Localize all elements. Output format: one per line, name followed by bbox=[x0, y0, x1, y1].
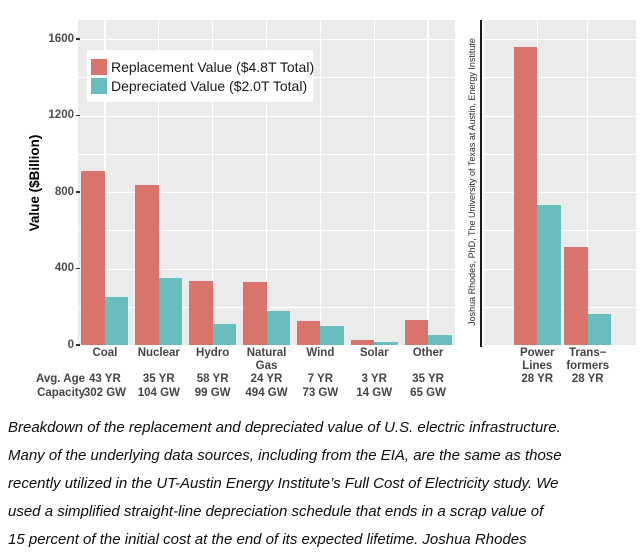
delivery-panel bbox=[484, 20, 636, 347]
vertical-gridline bbox=[587, 20, 589, 346]
depreciated-bar-other bbox=[428, 335, 452, 345]
capacity-value-nuclear: 104 GW bbox=[137, 387, 180, 399]
vertical-gridline bbox=[158, 20, 160, 346]
avg-age-value-solar: 3 YR bbox=[361, 373, 387, 385]
capacity-value-coal: 302 GW bbox=[83, 387, 127, 399]
avg-age-row-header: Avg. Age bbox=[36, 373, 85, 385]
caption-line: recently utilized in the UT-Austin Energ… bbox=[8, 475, 559, 492]
category-label-power-lines-28yr: Lines bbox=[522, 360, 553, 372]
depreciated-bar-hydro bbox=[212, 323, 237, 345]
depreciated-bar-natural-gas bbox=[266, 310, 290, 345]
capacity-value-natural-gas: 494 GW bbox=[245, 387, 288, 399]
caption-line: used a simplified straight-line deprecia… bbox=[8, 503, 544, 520]
legend-row-depreciated: Depreciated Value ($2.0T Total) bbox=[91, 77, 313, 94]
vertical-gridline bbox=[265, 20, 268, 346]
replacement-swatch-icon bbox=[91, 58, 107, 75]
replacement-bar-coal bbox=[81, 170, 105, 345]
depreciated-bar-coal bbox=[104, 297, 129, 345]
category-label-trans-formers-28yr: 28 YR bbox=[571, 373, 604, 385]
y-tick-label-0: 0 bbox=[67, 338, 74, 351]
avg-age-value-other: 35 YR bbox=[412, 373, 444, 385]
vertical-gridline bbox=[211, 20, 214, 346]
replacement-bar-solar bbox=[350, 340, 375, 345]
minor-gridline bbox=[484, 77, 636, 79]
category-label-natural-gas: Gas bbox=[255, 360, 278, 372]
vertical-gridline bbox=[427, 20, 429, 346]
major-gridline bbox=[484, 192, 636, 194]
category-label-coal: Coal bbox=[92, 347, 118, 359]
y-tick-mark bbox=[75, 267, 80, 270]
capacity-value-solar: 14 GW bbox=[356, 387, 393, 399]
y-tick-mark bbox=[75, 344, 80, 346]
figure-caption: Breakdown of the replacement and depreci… bbox=[8, 414, 644, 552]
caption-line: 15 percent of the initial cost at the en… bbox=[8, 531, 527, 548]
y-tick-mark bbox=[75, 38, 80, 40]
category-label-power-lines-28yr: 28 YR bbox=[521, 373, 554, 385]
panel-divider-line bbox=[480, 20, 482, 347]
category-label-natural-gas: Natural bbox=[246, 347, 287, 359]
depreciated-swatch-icon bbox=[91, 77, 107, 94]
depreciated-bar-nuclear bbox=[158, 278, 183, 345]
major-gridline bbox=[484, 115, 636, 117]
caption-line: Many of the underlying data sources, inc… bbox=[8, 447, 562, 464]
replacement-bar-other bbox=[404, 320, 429, 345]
avg-age-value-coal: 43 YR bbox=[89, 373, 121, 385]
replacement-bar-trans-formers-28yr bbox=[564, 246, 588, 345]
y-tick-mark bbox=[75, 191, 80, 193]
minor-gridline bbox=[484, 153, 636, 155]
y-tick-mark bbox=[75, 114, 80, 117]
vertical-gridline bbox=[373, 20, 375, 346]
y-tick-label-800: 800 bbox=[54, 185, 74, 198]
major-gridline bbox=[484, 39, 636, 41]
replacement-bar-natural-gas bbox=[243, 281, 267, 345]
avg-age-value-hydro: 58 YR bbox=[196, 373, 229, 385]
y-tick-label-400: 400 bbox=[54, 262, 74, 274]
replacement-bar-wind bbox=[296, 321, 321, 345]
depreciated-bar-power-lines-28yr bbox=[537, 205, 561, 345]
capacity-value-wind: 73 GW bbox=[302, 387, 339, 399]
capacity-row-header: Capacity bbox=[37, 387, 85, 399]
avg-age-value-natural-gas: 24 YR bbox=[250, 373, 283, 385]
replacement-bar-hydro bbox=[189, 280, 213, 345]
avg-age-value-nuclear: 35 YR bbox=[142, 373, 175, 385]
legend: Replacement Value ($4.8T Total) Deprecia… bbox=[87, 50, 315, 102]
category-label-solar: Solar bbox=[359, 347, 389, 359]
category-label-power-lines-28yr: Power bbox=[519, 347, 555, 359]
y-tick-label-1600: 1600 bbox=[48, 32, 74, 45]
legend-label-replacement: Replacement Value ($4.8T Total) bbox=[111, 58, 315, 75]
depreciated-bar-wind bbox=[320, 325, 344, 345]
category-label-wind: Wind bbox=[306, 347, 335, 359]
y-tick-label-1200: 1200 bbox=[48, 109, 74, 121]
category-label-nuclear: Nuclear bbox=[137, 347, 180, 359]
category-label-trans-formers-28yr: Trans− bbox=[569, 347, 607, 359]
depreciated-bar-trans-formers-28yr bbox=[587, 314, 612, 345]
category-label-other: Other bbox=[412, 347, 444, 359]
depreciated-bar-solar bbox=[374, 341, 398, 345]
replacement-bar-power-lines-28yr bbox=[513, 46, 538, 345]
category-label-hydro: Hydro bbox=[196, 347, 230, 359]
legend-label-depreciated: Depreciated Value ($2.0T Total) bbox=[111, 77, 308, 94]
category-label-trans-formers-28yr: formers bbox=[566, 360, 610, 372]
capacity-value-hydro: 99 GW bbox=[194, 387, 231, 399]
major-gridline bbox=[484, 345, 636, 347]
caption-line: Breakdown of the replacement and depreci… bbox=[8, 419, 561, 436]
capacity-value-other: 65 GW bbox=[410, 387, 446, 399]
replacement-bar-nuclear bbox=[135, 185, 159, 345]
legend-row-replacement: Replacement Value ($4.8T Total) bbox=[91, 58, 315, 75]
vertical-gridline bbox=[319, 20, 322, 346]
attribution-text: Joshua Rhodes, PhD, The University of Te… bbox=[467, 38, 477, 326]
avg-age-value-wind: 7 YR bbox=[307, 373, 334, 385]
